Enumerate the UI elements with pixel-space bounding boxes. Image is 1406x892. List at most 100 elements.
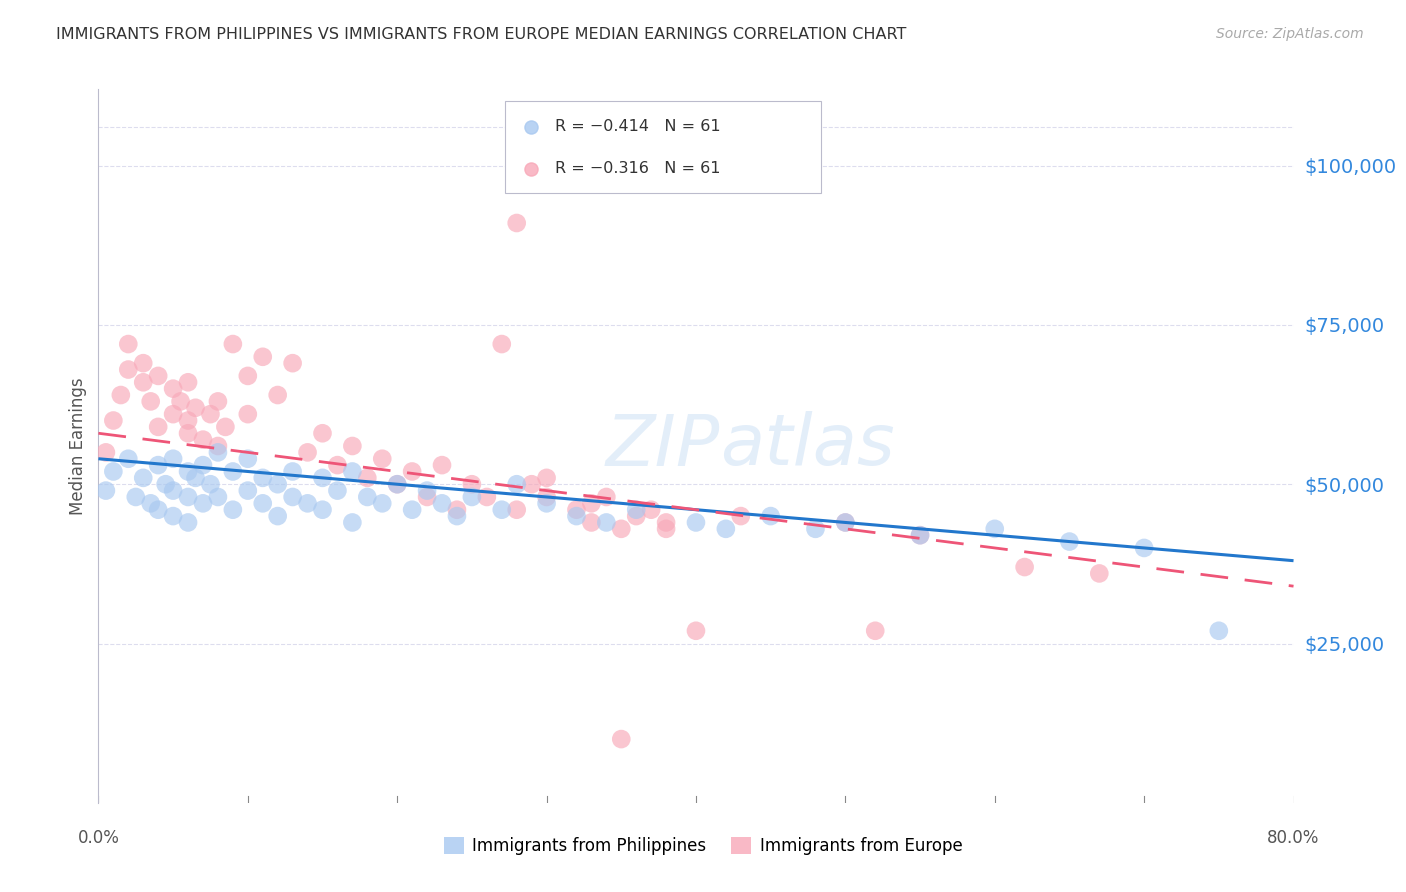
- Point: [326, 458, 349, 472]
- Point: [1208, 624, 1230, 638]
- Point: [385, 477, 409, 491]
- Point: [267, 509, 290, 524]
- Point: [371, 451, 394, 466]
- Point: [640, 502, 662, 516]
- Point: [103, 465, 125, 479]
- Point: [401, 502, 423, 516]
- Point: [252, 496, 274, 510]
- Point: [475, 490, 498, 504]
- Point: [148, 420, 170, 434]
- Point: [908, 528, 931, 542]
- Point: [162, 483, 184, 498]
- Point: [117, 451, 139, 466]
- Point: [184, 471, 207, 485]
- Point: [162, 509, 184, 524]
- Point: [714, 522, 737, 536]
- Point: [834, 516, 856, 530]
- Y-axis label: Median Earnings: Median Earnings: [69, 377, 87, 515]
- Point: [191, 496, 214, 510]
- Point: [191, 433, 214, 447]
- Point: [162, 407, 184, 421]
- Point: [236, 368, 259, 383]
- Point: [132, 356, 155, 370]
- Point: [94, 483, 117, 498]
- Point: [565, 502, 588, 516]
- Point: [491, 502, 513, 516]
- Point: [177, 490, 200, 504]
- Point: [125, 490, 148, 504]
- Text: Source: ZipAtlas.com: Source: ZipAtlas.com: [1216, 27, 1364, 41]
- Point: [834, 516, 856, 530]
- Point: [804, 522, 827, 536]
- Point: [491, 337, 513, 351]
- Point: [865, 624, 887, 638]
- Point: [610, 732, 633, 747]
- Point: [655, 522, 678, 536]
- Point: [148, 368, 170, 383]
- Point: [236, 451, 259, 466]
- Text: IMMIGRANTS FROM PHILIPPINES VS IMMIGRANTS FROM EUROPE MEDIAN EARNINGS CORRELATIO: IMMIGRANTS FROM PHILIPPINES VS IMMIGRANT…: [56, 27, 907, 42]
- Point: [595, 516, 617, 530]
- Point: [416, 490, 439, 504]
- Point: [1014, 560, 1036, 574]
- Point: [177, 465, 200, 479]
- Point: [536, 496, 558, 510]
- Point: [342, 465, 364, 479]
- Point: [356, 490, 378, 504]
- Point: [169, 394, 191, 409]
- Point: [446, 509, 468, 524]
- Point: [222, 502, 245, 516]
- Point: [200, 407, 222, 421]
- Point: [207, 445, 229, 459]
- Point: [267, 388, 290, 402]
- Point: [103, 413, 125, 427]
- Point: [520, 477, 543, 491]
- Point: [184, 401, 207, 415]
- Point: [581, 516, 603, 530]
- Point: [222, 337, 245, 351]
- Point: [371, 496, 394, 510]
- Point: [207, 490, 229, 504]
- Point: [416, 483, 439, 498]
- Point: [984, 522, 1007, 536]
- Text: ZIP: ZIP: [606, 411, 720, 481]
- Text: R = −0.316   N = 61: R = −0.316 N = 61: [555, 161, 720, 177]
- Text: 80.0%: 80.0%: [1267, 830, 1320, 847]
- Text: 0.0%: 0.0%: [77, 830, 120, 847]
- Point: [1088, 566, 1111, 581]
- Point: [461, 477, 484, 491]
- Point: [385, 477, 409, 491]
- Point: [356, 471, 378, 485]
- Point: [536, 471, 558, 485]
- Point: [236, 483, 259, 498]
- Point: [191, 458, 214, 472]
- Point: [148, 458, 170, 472]
- Point: [342, 439, 364, 453]
- Point: [628, 796, 651, 810]
- Point: [132, 376, 155, 390]
- Point: [281, 356, 304, 370]
- Point: [626, 502, 648, 516]
- Point: [132, 471, 155, 485]
- Point: [267, 477, 290, 491]
- Point: [252, 350, 274, 364]
- Point: [162, 382, 184, 396]
- Point: [281, 465, 304, 479]
- Point: [297, 496, 319, 510]
- Point: [759, 509, 782, 524]
- Point: [155, 477, 177, 491]
- Point: [430, 496, 453, 510]
- Point: [252, 471, 274, 485]
- Point: [94, 445, 117, 459]
- Point: [207, 394, 229, 409]
- Point: [177, 516, 200, 530]
- Point: [177, 426, 200, 441]
- Point: [342, 516, 364, 530]
- Text: atlas: atlas: [720, 411, 894, 481]
- Point: [214, 420, 236, 434]
- Point: [506, 216, 529, 230]
- Point: [430, 458, 453, 472]
- Point: [236, 407, 259, 421]
- Point: [595, 490, 617, 504]
- Point: [626, 509, 648, 524]
